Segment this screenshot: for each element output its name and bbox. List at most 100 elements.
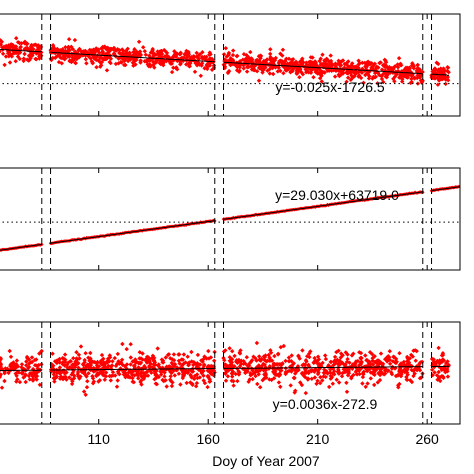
data-point <box>113 373 118 378</box>
data-point <box>168 374 173 379</box>
data-point <box>168 377 173 382</box>
data-point <box>2 378 7 384</box>
data-point <box>315 354 321 359</box>
data-point <box>163 355 168 360</box>
data-point <box>102 44 107 49</box>
data-point <box>297 75 302 80</box>
data-point <box>405 359 410 364</box>
data-point <box>275 352 281 357</box>
data-point <box>92 51 97 56</box>
data-point <box>417 376 423 381</box>
data-point <box>241 66 246 71</box>
data-point <box>305 354 310 359</box>
data-point <box>258 53 264 58</box>
data-point <box>357 73 362 78</box>
data-point <box>176 371 182 376</box>
data-point <box>344 389 350 394</box>
data-point <box>238 359 243 364</box>
data-point <box>62 57 67 62</box>
data-point <box>168 356 173 361</box>
data-point <box>120 56 125 61</box>
data-point <box>343 362 348 367</box>
data-point <box>230 57 236 63</box>
data-point <box>1 44 7 49</box>
data-point <box>185 52 191 58</box>
data-point <box>247 377 252 382</box>
data-point <box>173 54 178 59</box>
data-point <box>0 385 5 390</box>
data-point <box>195 375 200 381</box>
data-point <box>317 76 323 81</box>
panel-top: y=-0.025x-1726.5 <box>0 13 461 117</box>
data-point <box>143 52 148 57</box>
data-point <box>148 64 153 69</box>
data-point <box>253 373 258 379</box>
data-point <box>185 354 190 359</box>
data-point <box>221 52 227 57</box>
data-point <box>276 60 282 66</box>
data-point <box>55 46 60 52</box>
data-point <box>96 58 101 63</box>
data-point <box>131 363 137 369</box>
data-point <box>25 355 30 361</box>
data-point <box>66 366 72 371</box>
x-tick-label: 160 <box>197 431 221 447</box>
data-point <box>391 354 396 359</box>
data-point <box>60 362 65 367</box>
data-point <box>72 365 78 370</box>
data-point <box>249 59 255 65</box>
data-point <box>191 362 196 368</box>
data-point <box>86 371 91 376</box>
data-point <box>138 58 143 63</box>
data-point <box>151 358 157 363</box>
data-point <box>92 56 97 61</box>
data-point <box>202 56 207 61</box>
data-point <box>245 363 250 368</box>
data-point <box>67 58 72 64</box>
data-point <box>88 356 93 361</box>
data-point <box>54 54 59 59</box>
data-point <box>108 60 113 66</box>
data-point <box>319 79 324 84</box>
data-point <box>145 57 150 62</box>
x-axis-label: Doy of Year 2007 <box>212 453 320 469</box>
data-point <box>404 374 409 380</box>
data-point <box>116 61 121 66</box>
data-point <box>97 60 103 65</box>
data-point <box>102 363 107 369</box>
data-point <box>90 50 96 55</box>
data-point <box>7 60 13 65</box>
data-point <box>298 66 303 72</box>
data-point <box>371 63 376 68</box>
data-point <box>29 43 35 48</box>
data-point <box>358 356 364 361</box>
data-point <box>19 41 24 46</box>
data-point <box>329 68 334 73</box>
x-tick-label: 110 <box>88 431 111 447</box>
data-point <box>82 51 87 56</box>
data-point <box>63 52 68 57</box>
data-point <box>366 76 372 81</box>
data-point <box>405 73 410 78</box>
data-point <box>109 46 114 52</box>
data-point <box>22 51 27 57</box>
data-point <box>328 53 333 58</box>
data-point <box>130 375 135 381</box>
data-point <box>333 61 338 66</box>
data-point <box>63 45 68 50</box>
data-point <box>84 363 89 368</box>
data-point <box>251 64 256 69</box>
data-point <box>0 51 6 56</box>
data-point <box>208 369 213 374</box>
data-point <box>81 362 86 368</box>
data-point <box>409 79 414 85</box>
data-point <box>283 358 288 364</box>
data-point <box>439 76 444 82</box>
data-point <box>71 356 76 361</box>
data-point <box>72 373 77 378</box>
panel-top-frame <box>0 13 461 117</box>
data-point <box>317 362 322 367</box>
data-point <box>322 61 328 66</box>
data-point <box>278 51 283 56</box>
